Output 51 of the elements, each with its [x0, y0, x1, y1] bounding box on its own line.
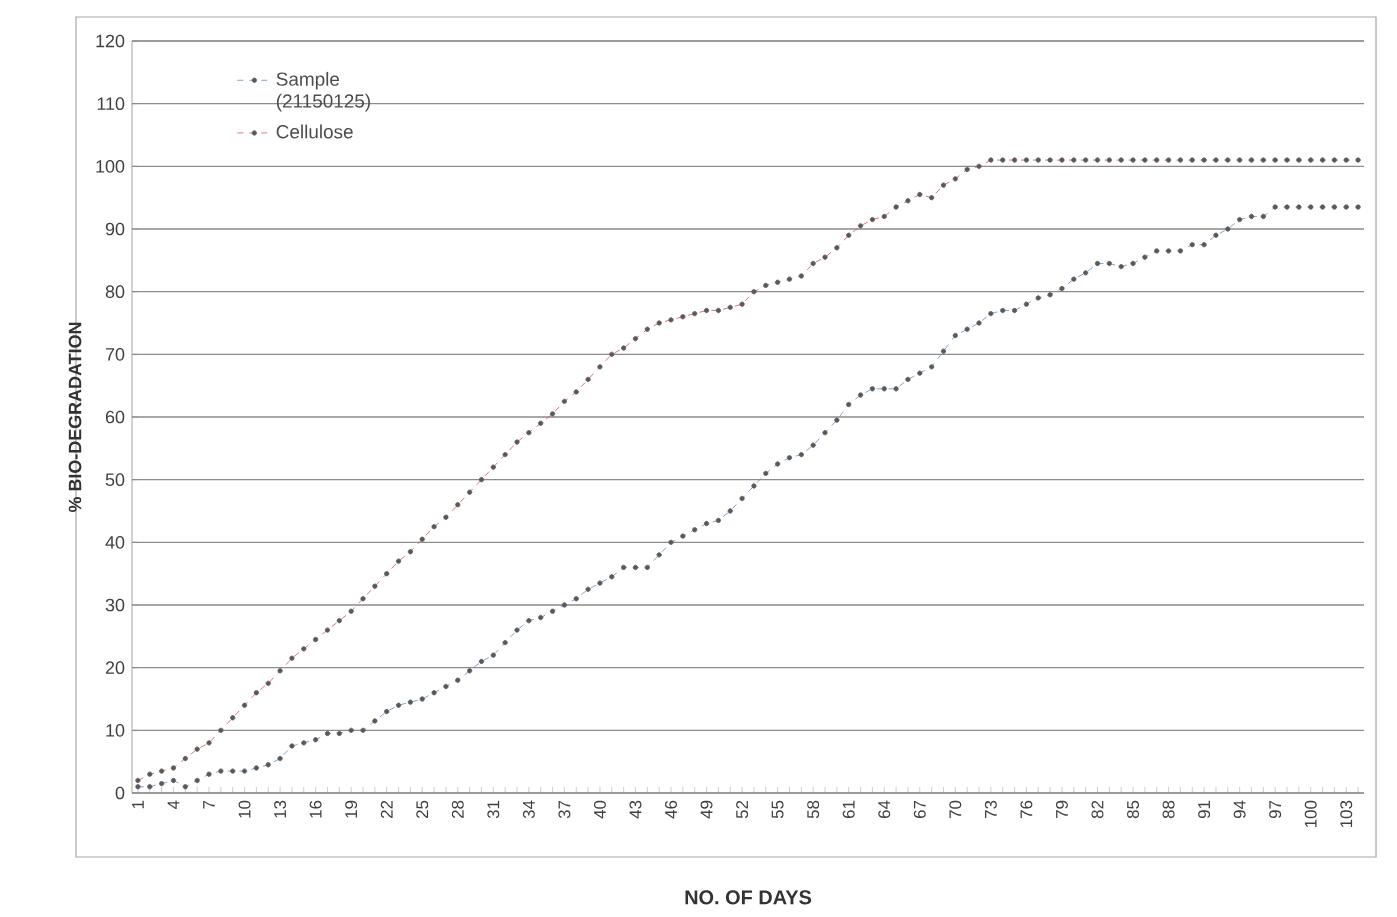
y-tick-label: 80	[105, 285, 125, 299]
y-tick-label: 40	[105, 535, 125, 549]
x-axis-title: NO. OF DAYS	[685, 890, 812, 905]
x-tick-label: 85	[1127, 800, 1139, 819]
y-tick-label: 20	[105, 661, 125, 675]
x-tick-label: 16	[309, 800, 322, 818]
x-tick-label: 79	[1055, 800, 1068, 818]
x-tick-label: 88	[1162, 800, 1175, 819]
x-tick-label: 31	[487, 800, 500, 819]
x-tick-label: 22	[380, 800, 393, 819]
x-tick-label: 61	[842, 800, 855, 818]
x-tick-label: 46	[665, 800, 677, 819]
y-tick-label: 90	[105, 222, 125, 236]
y-tick-label: 10	[106, 723, 125, 737]
y-tick-label: 100	[96, 159, 125, 173]
x-tick-label: 28	[451, 800, 464, 819]
x-tick-label: 58	[807, 800, 820, 819]
x-tick-label: 64	[878, 800, 891, 818]
x-tick-label: 10	[238, 800, 251, 818]
x-tick-label: 40	[593, 800, 606, 819]
y-tick-label: 0	[115, 786, 125, 800]
y-tick-label: 50	[105, 473, 125, 487]
x-tick-label: 67	[913, 800, 926, 818]
x-tick-label: 82	[1091, 800, 1104, 819]
y-tick-label: 110	[97, 97, 125, 111]
x-tick-label: 103	[1340, 800, 1353, 828]
x-tick-label: 70	[949, 800, 962, 818]
x-tick-label: 97	[1269, 800, 1282, 819]
legend-label: Cellulose	[276, 124, 353, 139]
x-tick-label: 94	[1233, 800, 1246, 819]
x-tick-label: 4	[167, 800, 180, 810]
y-axis-title: % BIO-DEGRADATION	[68, 322, 82, 513]
x-tick-label: 7	[203, 800, 215, 809]
x-tick-label: 34	[522, 800, 535, 819]
x-tick-label: 25	[416, 800, 429, 819]
y-tick-label: 70	[105, 347, 125, 361]
x-tick-label: 55	[771, 800, 784, 819]
x-tick-label: 52	[736, 800, 749, 819]
x-tick-label: 1	[132, 800, 144, 809]
x-tick-label: 76	[1020, 800, 1033, 818]
x-tick-label: 43	[629, 800, 642, 819]
x-tick-label: 91	[1198, 800, 1211, 819]
x-tick-label: 49	[700, 800, 713, 819]
x-tick-label: 37	[558, 800, 571, 819]
y-tick-label: 30	[105, 598, 125, 612]
y-tick-label: 120	[96, 34, 125, 48]
x-tick-label: 100	[1304, 800, 1317, 828]
x-tick-label: 13	[274, 800, 287, 818]
x-tick-label: 73	[984, 800, 997, 818]
x-tick-label: 19	[345, 800, 358, 818]
y-tick-label: 60	[105, 410, 125, 424]
